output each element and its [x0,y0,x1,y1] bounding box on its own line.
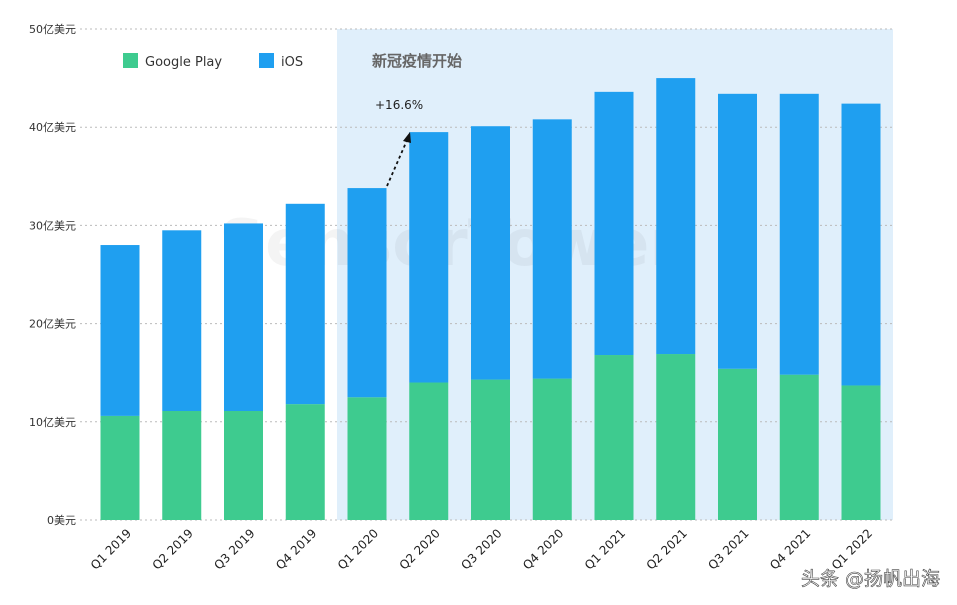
x-tick-label: Q4 2019 [273,526,319,572]
legend-label-ios: iOS [281,55,303,70]
x-tick-label: Q1 2019 [88,526,134,572]
bar-ios [841,103,881,386]
bar-google-play [471,379,510,520]
x-tick-label: Q1 2022 [829,526,875,572]
bar-ios [285,203,325,405]
bar-ios [471,126,510,380]
x-tick-label: Q2 2021 [644,526,690,572]
highlight-label: 新冠疫情开始 [372,52,462,70]
annotation-arrow-line [386,137,409,187]
bar-google-play [594,355,634,520]
x-tick-label: Q1 2021 [582,526,628,572]
bar-google-play [532,378,572,520]
bar-ios [224,223,263,411]
bar-google-play [100,415,140,520]
legend-swatch-google-play [123,53,138,68]
legend-label-google-play: Google Play [145,55,222,70]
bar-ios [162,230,202,411]
x-tick-label: Q2 2020 [397,526,443,572]
y-tick-label: 10亿美元 [29,416,76,429]
x-tick-label: Q3 2021 [705,526,751,572]
bar-google-play [656,354,696,520]
bar-google-play [409,382,449,520]
bar-google-play [224,410,263,520]
y-tick-label: 40亿美元 [29,121,76,134]
bar-google-play [841,385,881,520]
y-tick-label: 50亿美元 [29,23,76,36]
x-tick-label: Q3 2020 [458,526,504,572]
bar-ios [718,93,757,369]
y-tick-label: 30亿美元 [29,219,76,232]
x-tick-label: Q4 2020 [520,526,566,572]
bar-google-play [162,410,202,520]
x-tick-label: Q2 2019 [150,526,196,572]
x-tick-label: Q1 2020 [335,526,381,572]
bar-ios [779,93,819,375]
bar-google-play [347,397,387,520]
bar-google-play [285,404,325,520]
bar-ios [100,245,140,416]
bar-ios [409,132,449,383]
bar-google-play [718,368,757,520]
bar-ios [656,78,696,355]
bar-ios [594,91,634,356]
legend: Google Play iOS [123,53,303,70]
bar-google-play [779,374,819,520]
annotation-arrowhead [403,132,411,143]
growth-annotation: +16.6% [375,98,423,112]
legend-swatch-ios [259,53,274,68]
y-tick-label: 0美元 [47,514,76,527]
x-tick-label: Q4 2021 [767,526,813,572]
x-tick-label: Q3 2019 [211,526,257,572]
bar-ios [532,119,572,379]
bar-ios [347,188,387,398]
footer-credit: 头条 @扬帆出海 [801,568,940,590]
y-tick-label: 20亿美元 [29,318,76,331]
